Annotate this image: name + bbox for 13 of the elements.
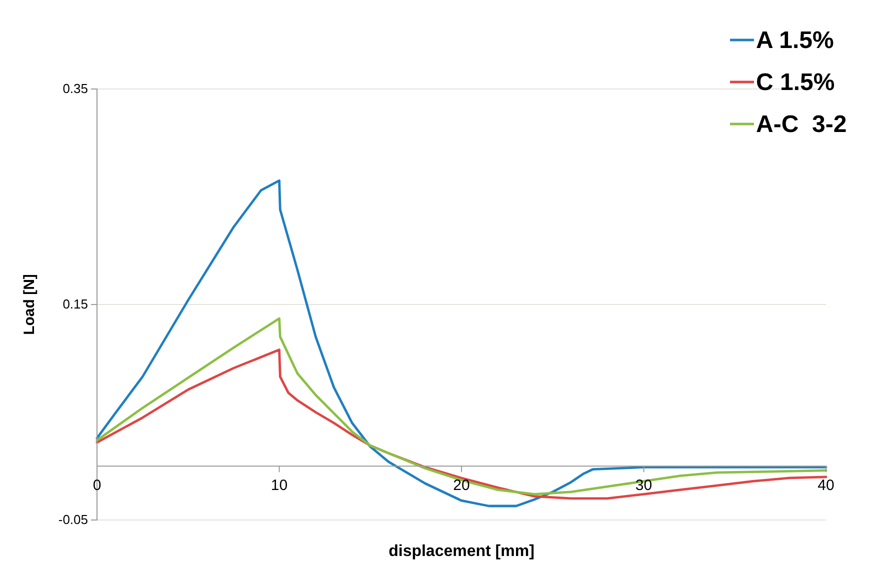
y-tick-label: 0.15 [62,296,88,312]
x-axis-title: displacement [mm] [388,543,534,560]
legend-label: C 1.5% [756,69,835,96]
legend-label: A-C 3-2 [756,111,847,138]
x-tick-label: 10 [270,477,288,494]
x-tick-label: 40 [818,477,834,494]
x-tick-label: 30 [635,477,652,494]
x-tick-label: 20 [453,477,470,494]
y-tick-label: 0.35 [62,81,88,96]
y-axis-title: Load [N] [21,274,38,335]
y-tick-label: -0.05 [58,512,88,528]
x-tick-label: 0 [92,477,102,494]
legend-label: A 1.5% [756,27,834,54]
